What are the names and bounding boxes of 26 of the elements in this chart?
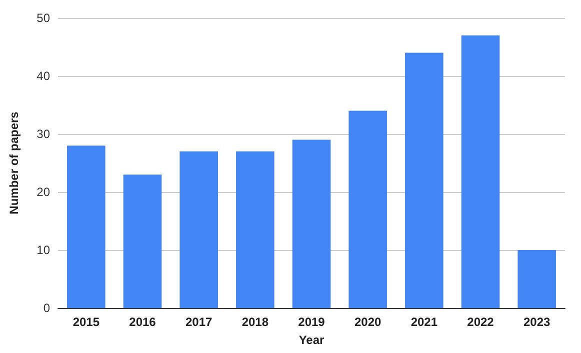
- x-tick-label: 2023: [523, 315, 551, 329]
- bar: [67, 146, 106, 308]
- bar: [461, 35, 500, 308]
- x-tick-label: 2022: [467, 315, 494, 329]
- y-tick-label: 20: [36, 185, 50, 199]
- bar: [123, 174, 162, 308]
- x-tick-label: 2015: [72, 315, 100, 329]
- x-tick-label: 2017: [185, 315, 213, 329]
- bar: [180, 151, 218, 308]
- y-tick-label: 0: [43, 301, 50, 315]
- bar: [405, 52, 444, 308]
- bar: [518, 250, 556, 308]
- x-tick-label: 2021: [410, 315, 438, 329]
- y-tick-label: 40: [36, 69, 50, 83]
- y-tick-label: 50: [36, 11, 50, 25]
- x-tick-label: 2018: [242, 315, 269, 329]
- bar: [236, 151, 274, 308]
- y-axis-title: Number of papers: [7, 111, 21, 214]
- y-tick-label: 10: [36, 243, 50, 257]
- x-tick-label: 2020: [354, 315, 382, 329]
- x-tick-label: 2016: [129, 315, 156, 329]
- y-tick-label: 30: [36, 127, 50, 141]
- x-tick-label: 2019: [298, 315, 326, 329]
- bar: [292, 140, 331, 308]
- x-axis-title: Year: [298, 333, 325, 347]
- bar: [348, 110, 387, 308]
